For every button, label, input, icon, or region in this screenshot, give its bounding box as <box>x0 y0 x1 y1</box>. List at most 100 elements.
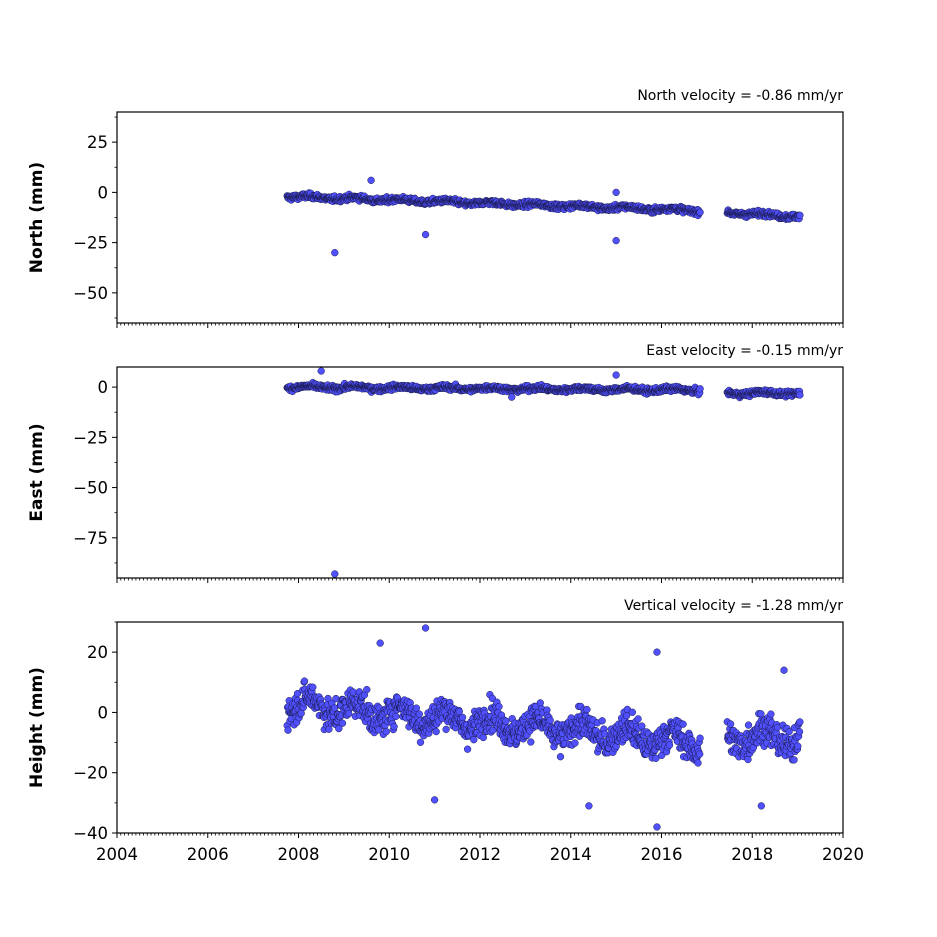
data-point <box>335 724 343 733</box>
data-point <box>598 717 606 725</box>
data-point <box>694 759 702 767</box>
y-tick-label: −75 <box>73 529 108 548</box>
data-point <box>325 725 333 733</box>
y-tick-label: 25 <box>87 133 108 152</box>
data-point <box>479 733 487 742</box>
data-point <box>415 710 423 718</box>
outlier-point <box>376 639 384 647</box>
data-point <box>665 741 674 749</box>
x-tick-label: 2020 <box>822 845 864 864</box>
data-point <box>470 736 478 744</box>
data-point <box>442 725 450 734</box>
y-tick-label: 0 <box>98 183 109 202</box>
data-point <box>767 710 775 718</box>
x-tick-label: 2012 <box>459 845 501 864</box>
data-point <box>284 726 292 734</box>
x-tick-label: 2008 <box>278 845 320 864</box>
data-point <box>796 718 804 726</box>
outlier-point <box>653 823 661 831</box>
data-point <box>634 715 642 723</box>
data-point <box>332 694 340 703</box>
data-point <box>696 734 704 742</box>
y-axis-label: North (mm) <box>27 162 47 273</box>
data-point <box>416 738 425 746</box>
data-point <box>790 756 798 764</box>
outlier-point <box>430 796 439 804</box>
outlier-point <box>757 802 765 810</box>
data-point <box>300 677 309 685</box>
y-tick-label: −40 <box>73 824 108 843</box>
data-point <box>628 708 637 716</box>
data-point <box>679 720 687 728</box>
x-tick-label: 2018 <box>731 845 773 864</box>
y-tick-label: −50 <box>73 284 108 303</box>
data-point <box>744 721 753 729</box>
y-tick-label: −20 <box>73 764 108 783</box>
panel-3: 2004 2006 2008 2010 2012 2014 2016 2018 2020200−… <box>27 598 864 864</box>
data-point <box>458 713 467 722</box>
series-points <box>283 624 804 831</box>
x-tick-label: 2016 <box>641 845 683 864</box>
outlier-point <box>421 624 430 632</box>
series-points <box>283 176 804 257</box>
y-tick-label: 20 <box>87 643 108 662</box>
data-point <box>363 685 371 694</box>
data-point <box>375 726 383 734</box>
data-point <box>652 754 660 762</box>
data-point <box>390 722 398 731</box>
data-point <box>309 683 317 691</box>
x-tick-label: 2014 <box>550 845 592 864</box>
data-point <box>412 704 421 712</box>
data-point <box>796 211 804 219</box>
outlier-point <box>780 666 788 674</box>
data-point <box>345 709 353 718</box>
y-axis-label: East (mm) <box>27 423 47 521</box>
data-point <box>546 716 554 724</box>
data-point <box>757 710 765 718</box>
x-tick-label: 2004 <box>96 845 138 864</box>
data-point <box>571 739 579 747</box>
data-point <box>696 385 704 393</box>
data-point <box>502 717 510 725</box>
outlier-point <box>367 176 375 184</box>
y-tick-label: 0 <box>98 703 109 722</box>
data-point <box>556 753 565 761</box>
data-point <box>583 705 591 714</box>
outlier-point <box>421 230 430 239</box>
data-point <box>795 728 804 736</box>
x-tick-label: 2010 <box>368 845 410 864</box>
data-point <box>455 707 463 716</box>
outlier-point <box>331 249 339 257</box>
data-point <box>796 391 804 399</box>
outlier-point <box>653 648 661 656</box>
data-point <box>696 208 704 216</box>
outlier-point <box>612 188 620 197</box>
outlier-point <box>612 236 620 245</box>
data-point <box>324 694 332 703</box>
outlier-point <box>331 570 339 578</box>
panel-title: East velocity = -0.15 mm/yr <box>646 343 843 359</box>
data-point <box>382 727 390 736</box>
y-tick-label: 0 <box>98 378 109 397</box>
y-tick-label: −50 <box>73 479 108 498</box>
y-axis-label: Height (mm) <box>27 667 47 788</box>
y-tick-label: −25 <box>73 428 108 447</box>
data-point <box>785 727 793 736</box>
outlier-point <box>612 371 620 379</box>
data-point <box>432 727 440 736</box>
data-point <box>495 702 503 711</box>
data-point <box>463 745 472 753</box>
panel-title: Vertical velocity = -1.28 mm/yr <box>624 598 843 614</box>
data-point <box>794 742 802 750</box>
panel-2: 0 −25 −50 −75 East (mm) East velocity = -0.15… <box>27 343 844 583</box>
outlier-point <box>585 802 593 810</box>
data-point <box>726 720 735 728</box>
data-point <box>696 750 704 758</box>
panel-1: 25 0 −25 −50 North (mm) North velocity = -0.8… <box>27 88 844 328</box>
outlier-point <box>508 393 516 401</box>
data-point <box>392 712 400 721</box>
data-point <box>744 755 752 764</box>
data-point <box>338 719 347 727</box>
panel-title: North velocity = -0.86 mm/yr <box>637 88 843 104</box>
